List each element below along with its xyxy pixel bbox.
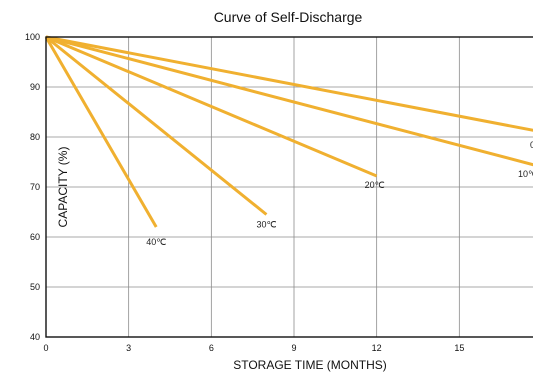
series-label: 0℃ [530,140,533,150]
y-tick-label: 50 [30,282,40,292]
tick-labels: 0 3 6 9 12 15 40 50 60 70 80 90 100 [25,32,464,353]
series-line [45,35,378,178]
y-tick-label: 90 [30,82,40,92]
x-tick-label: 3 [126,343,131,353]
series-label: 30℃ [256,220,276,230]
plot-frame [45,36,533,338]
x-tick-label: 15 [454,343,464,353]
series-labels: 0℃ 10℃ 20℃ 30℃ 40℃ [146,140,533,247]
series-line [45,35,268,216]
y-axis-label: CAPACITY (%) [56,147,70,228]
series-label: 20℃ [365,180,385,190]
y-tick-label: 40 [30,332,40,342]
y-tick-label: 80 [30,132,40,142]
series-label: 40℃ [146,237,166,247]
series-line [44,36,158,228]
series-lines [44,35,533,228]
x-tick-label: 0 [43,343,48,353]
grid [46,37,533,337]
y-tick-label: 100 [25,32,40,42]
series-line [45,35,533,132]
series-line [45,35,533,167]
x-tick-label: 9 [291,343,296,353]
x-axis-label: STORAGE TIME (MONTHS) [233,358,387,372]
x-tick-label: 6 [209,343,214,353]
x-tick-label: 12 [372,343,382,353]
chart-title: Curve of Self-Discharge [214,9,363,25]
y-tick-label: 70 [30,182,40,192]
series-label: 10℃ [518,169,533,179]
y-tick-label: 60 [30,232,40,242]
